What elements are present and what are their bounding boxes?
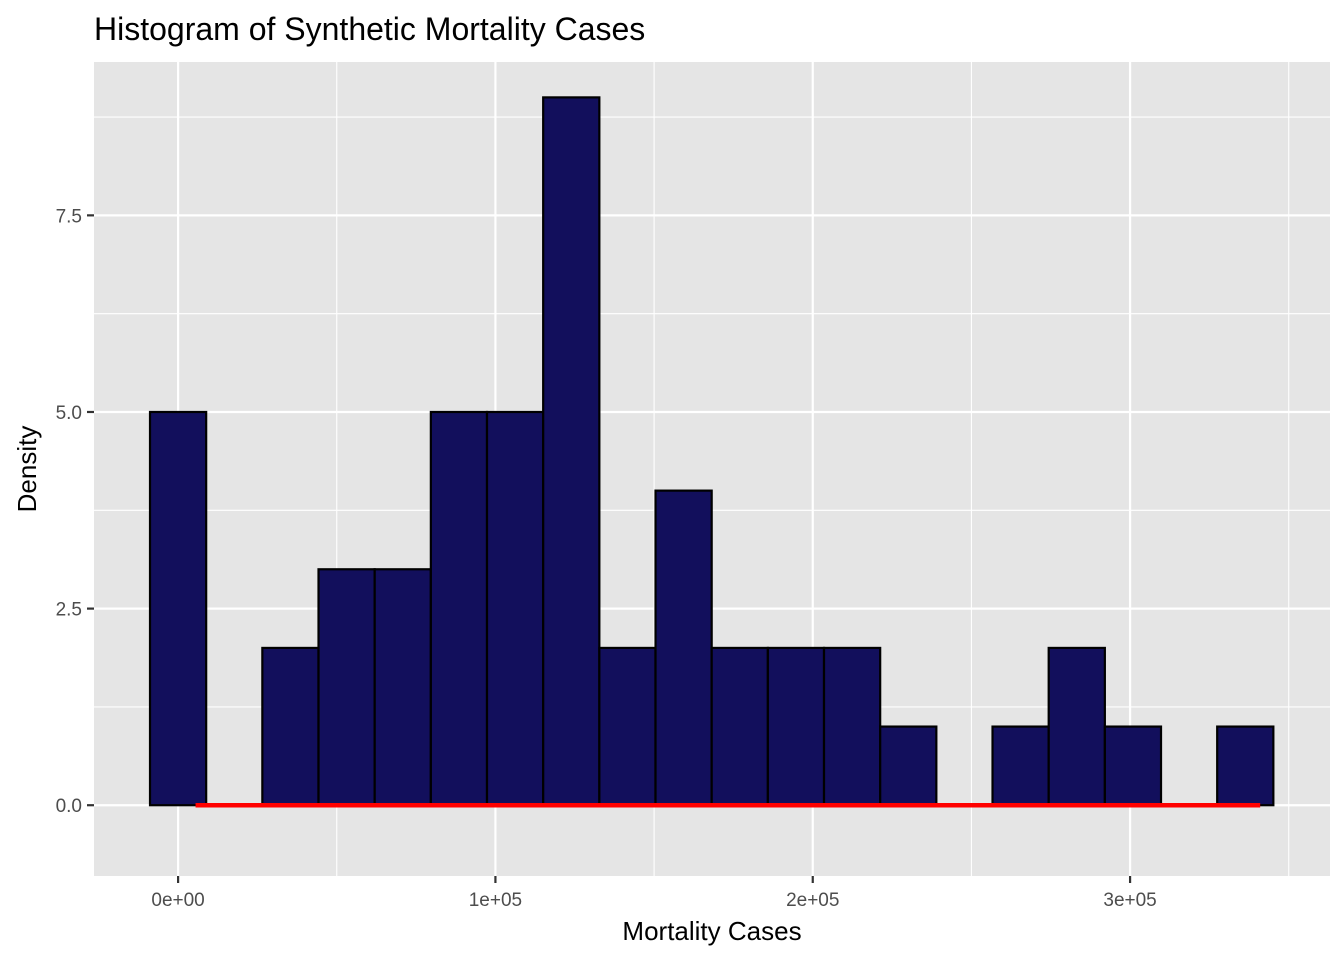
x-tick-label: 2e+05	[786, 890, 839, 911]
y-tick-label: 5.0	[56, 403, 82, 424]
histogram-bar-3	[261, 646, 320, 807]
x-axis-title: Mortality Cases	[622, 916, 801, 946]
histogram-bar-11	[710, 646, 769, 807]
histogram-bar-18	[1103, 725, 1163, 807]
y-axis: 0.0 2.5 5.0 7.5	[56, 206, 94, 817]
histogram-bar-8	[542, 96, 601, 807]
y-axis-title: Density	[12, 426, 42, 513]
histogram-bar-13	[822, 646, 882, 807]
y-tick-label: 0.0	[56, 796, 82, 817]
histogram-bar-4	[317, 568, 376, 807]
y-tick-label: 2.5	[56, 600, 82, 621]
x-axis: 0e+00 1e+05 2e+05 3e+05	[151, 876, 1157, 911]
histogram-bar-12	[766, 646, 826, 807]
histogram-bar-20	[1216, 725, 1275, 807]
histogram-bar-14	[879, 725, 938, 807]
histogram-bar-5	[373, 568, 432, 807]
x-tick-label: 3e+05	[1103, 890, 1156, 911]
histogram-bar-17	[1047, 646, 1106, 807]
histogram-bar-16	[991, 725, 1050, 807]
chart-title: Histogram of Synthetic Mortality Cases	[94, 11, 645, 47]
histogram-bars	[148, 96, 1275, 807]
histogram-bar-9	[598, 646, 657, 807]
x-tick-label: 1e+05	[469, 890, 522, 911]
histogram-bar-10	[654, 489, 713, 807]
x-tick-label: 0e+00	[151, 890, 204, 911]
histogram-bar-7	[485, 410, 545, 807]
histogram-bar-1	[148, 410, 208, 807]
y-tick-label: 7.5	[56, 206, 82, 227]
histogram-bar-6	[429, 410, 489, 807]
